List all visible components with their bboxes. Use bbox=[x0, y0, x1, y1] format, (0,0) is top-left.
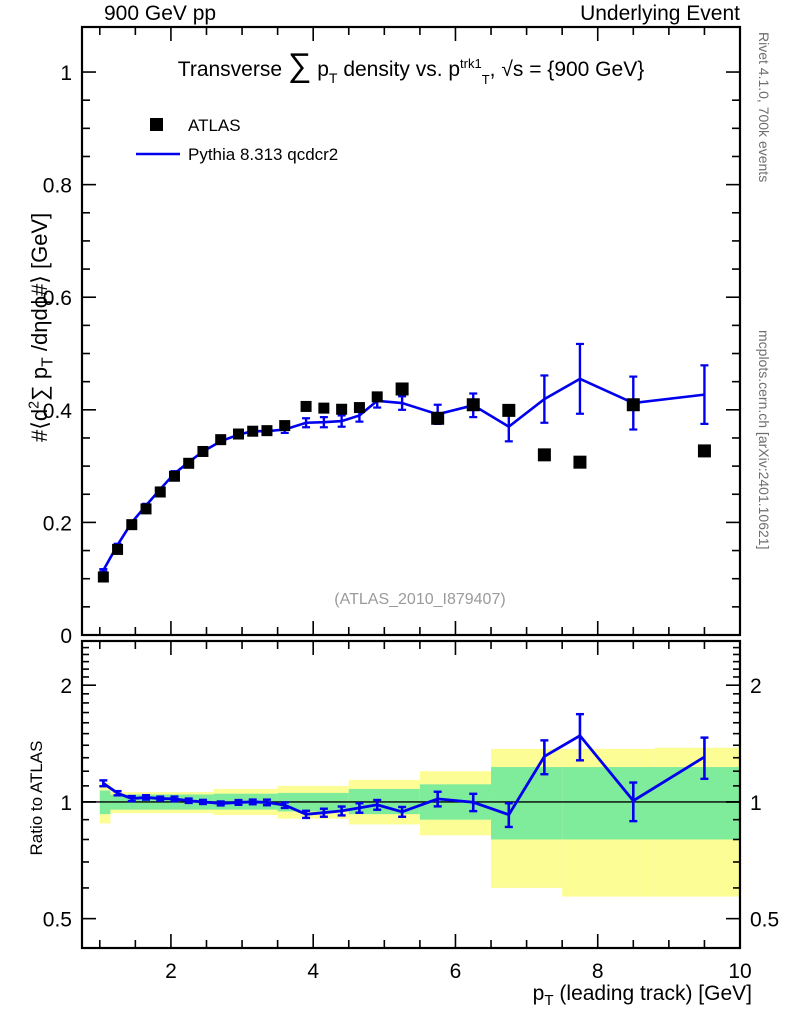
atlas-data-marker bbox=[300, 400, 312, 412]
atlas-data-marker bbox=[126, 519, 138, 531]
svg-text:8: 8 bbox=[592, 960, 604, 983]
atlas-data-marker bbox=[247, 425, 259, 437]
atlas-data-marker bbox=[197, 445, 209, 457]
atlas-data-marker bbox=[697, 444, 711, 458]
legend-label-pythia: Pythia 8.313 qcdcr2 bbox=[188, 145, 338, 164]
main-panel-frame: 0 0.2 0.4 0.6 0.8 1 bbox=[43, 25, 742, 648]
header-left-label: 900 GeV pp bbox=[104, 2, 217, 25]
watermark-label: (ATLAS_2010_I879407) bbox=[334, 591, 505, 608]
ratio-panel-frame: 0.5 0.5 1 1 2 2 2 4 6 8 10 bbox=[43, 639, 779, 983]
svg-text:1: 1 bbox=[750, 792, 762, 815]
x-axis-label: pT (leading track) [GeV] bbox=[532, 982, 752, 1010]
mc-line bbox=[102, 377, 705, 571]
atlas-data-marker bbox=[215, 434, 227, 446]
atlas-data-marker bbox=[140, 503, 152, 515]
svg-text:1: 1 bbox=[60, 792, 72, 815]
svg-text:0.8: 0.8 bbox=[43, 175, 72, 198]
plot-title: Transverse ∑ pT density vs. ptrk1T, √s =… bbox=[178, 46, 644, 87]
svg-text:6: 6 bbox=[450, 960, 462, 983]
svg-text:2: 2 bbox=[165, 960, 177, 983]
plot-annotations: Transverse ∑ pT density vs. ptrk1T, √s =… bbox=[136, 46, 644, 608]
header-right-label: Underlying Event bbox=[580, 2, 740, 25]
atlas-data-marker bbox=[336, 403, 348, 415]
ratio-uncertainty-bands bbox=[99, 747, 740, 897]
atlas-data-marker bbox=[573, 455, 587, 469]
legend-marker-atlas bbox=[150, 118, 163, 131]
ratio-panel-series bbox=[99, 712, 709, 829]
svg-text:2: 2 bbox=[60, 675, 72, 698]
atlas-data-marker bbox=[318, 402, 330, 414]
svg-text:0.6: 0.6 bbox=[43, 287, 72, 310]
atlas-data-marker bbox=[232, 428, 244, 440]
atlas-data-marker bbox=[537, 448, 551, 462]
svg-text:10: 10 bbox=[728, 960, 751, 983]
svg-text:1: 1 bbox=[60, 62, 72, 85]
band-inner-segment bbox=[562, 767, 740, 840]
atlas-data-marker bbox=[371, 391, 383, 403]
band-inner-segment bbox=[491, 767, 563, 840]
atlas-data-marker bbox=[395, 382, 409, 396]
atlas-data-marker bbox=[466, 398, 480, 412]
svg-text:0.2: 0.2 bbox=[43, 512, 72, 535]
atlas-data-marker bbox=[154, 486, 166, 498]
atlas-data-marker bbox=[353, 402, 365, 414]
ratio-frame-rect bbox=[80, 639, 742, 950]
svg-text:0.4: 0.4 bbox=[43, 400, 73, 423]
atlas-data-marker bbox=[431, 411, 445, 425]
atlas-data-marker bbox=[502, 403, 516, 417]
svg-text:4: 4 bbox=[307, 960, 319, 983]
atlas-data-marker bbox=[183, 457, 195, 469]
atlas-data-marker bbox=[261, 425, 273, 437]
svg-text:0: 0 bbox=[60, 625, 72, 648]
legend-label-atlas: ATLAS bbox=[188, 116, 241, 135]
svg-text:0.5: 0.5 bbox=[750, 909, 779, 932]
svg-text:2: 2 bbox=[750, 675, 762, 698]
atlas-data-marker bbox=[97, 571, 109, 583]
main-frame-rect bbox=[80, 25, 742, 637]
atlas-data-marker bbox=[626, 398, 640, 412]
atlas-data-marker bbox=[112, 543, 124, 555]
main-panel-series bbox=[97, 342, 711, 583]
atlas-data-marker bbox=[279, 420, 291, 432]
atlas-data-marker bbox=[168, 470, 180, 482]
ratio-line bbox=[102, 733, 706, 817]
svg-text:0.5: 0.5 bbox=[43, 909, 72, 932]
